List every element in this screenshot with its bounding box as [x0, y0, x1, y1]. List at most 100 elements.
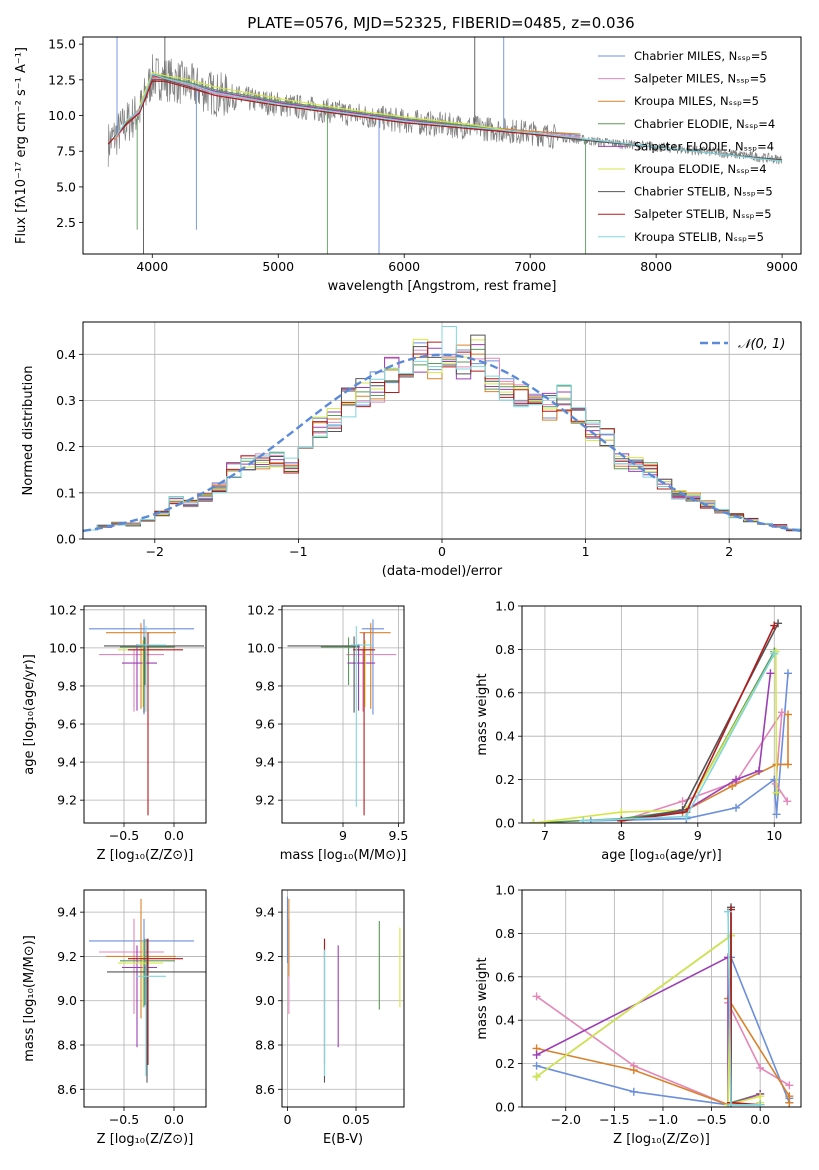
- y-axis-label: age [log₁₀(age/yr)]: [22, 654, 37, 775]
- x-tick-label: −1.5: [599, 1112, 629, 1127]
- y-tick-label: 9.2: [255, 793, 275, 808]
- x-tick-label: 5000: [262, 259, 294, 274]
- model-line: [139, 72, 506, 131]
- x-tick-label: −2: [146, 544, 164, 559]
- weight-point: [756, 1100, 765, 1107]
- y-tick-label: 0.0: [495, 1100, 515, 1115]
- x-tick-label: 0.0: [164, 1112, 184, 1127]
- x-axis-label: mass [log₁₀(M/M⊙)]: [280, 848, 407, 863]
- legend-label: Kroupa MILES, Nₛₛₚ=5: [634, 94, 759, 108]
- histogram-step: [83, 338, 801, 531]
- legend-label: Salpeter STELIB, Nₛₛₚ=5: [634, 207, 772, 221]
- axes-frame: [281, 889, 405, 1108]
- x-tick-label: 9: [694, 828, 702, 843]
- x-tick-label: 9.5: [389, 828, 409, 843]
- weight-line: [621, 711, 788, 822]
- weight-point: [785, 1098, 794, 1107]
- x-tick-label: 8000: [640, 259, 672, 274]
- histogram-step: [83, 325, 801, 531]
- y-tick-label: 9.0: [57, 993, 77, 1008]
- weight-point: [579, 816, 588, 823]
- y-tick-label: 0.6: [495, 685, 515, 700]
- x-axis-label: Z [log₁₀(Z/Z⊙)]: [613, 1132, 710, 1147]
- y-tick-label: 9.2: [57, 949, 77, 964]
- weight-point: [678, 797, 687, 806]
- y-axis-label: mass [log₁₀(M/M⊙)]: [22, 935, 37, 1062]
- x-tick-label: −2.0: [551, 1112, 581, 1127]
- weight-point: [728, 782, 737, 791]
- x-tick-label: −0.5: [109, 828, 139, 843]
- weight-point: [727, 1100, 736, 1107]
- x-tick-label: 9000: [766, 259, 798, 274]
- x-tick-label: 0.05: [342, 1112, 370, 1127]
- weight-point: [629, 1087, 638, 1096]
- legend-label: Salpeter ELODIE, Nₛₛₚ=4: [634, 139, 774, 153]
- y-tick-label: 0.8: [495, 642, 515, 657]
- weight-point: [770, 649, 779, 658]
- y-tick-label: 10.0: [49, 640, 77, 655]
- x-tick-label: 7: [541, 828, 549, 843]
- weight-point: [532, 1061, 541, 1070]
- y-tick-label: 10.0: [48, 108, 76, 123]
- figure-title: PLATE=0576, MJD=52325, FIBERID=0485, z=0…: [247, 14, 634, 32]
- panel-age-vs-mass: 9 9.5 9.2 9.4 9.6 9.8 10.0 10.2 mass [log₁₀(M/M⊙…: [247, 602, 408, 863]
- y-tick-label: 5.0: [56, 179, 76, 194]
- x-tick-label: 0: [438, 544, 446, 559]
- x-tick-label: 10: [766, 828, 782, 843]
- y-tick-label: 0.0: [56, 532, 76, 547]
- weight-line: [533, 648, 778, 823]
- y-tick-label: 0.4: [495, 1013, 515, 1028]
- x-axis-label: Z [log₁₀(Z/Z⊙)]: [97, 848, 194, 863]
- panel-residuals: −2 −1 0 1 2 0.0 0.1 0.2 0.3 0.4 (data-model)/error…: [21, 321, 802, 579]
- weight-point: [732, 775, 741, 784]
- weight-point: [732, 803, 741, 812]
- x-axis-label: age [log₁₀(age/yr)]: [601, 848, 722, 863]
- panel-age-vs-Z: −0.5 0.0 9.2 9.4 9.6 9.8 10.0 10.2 Z [log₁₀(Z/Z⊙…: [22, 602, 207, 863]
- legend: Chabrier MILES, Nₛₛₚ=5 Salpeter MILES, Nₛ…: [598, 49, 775, 244]
- weight-line: [730, 909, 761, 1106]
- weight-point: [785, 1081, 794, 1090]
- panel-weight-vs-Z: −2.0 −1.5 −1.0 −0.5 0.0 0.0 0.2 0.4 0.6 0.8 1.0 Z […: [475, 883, 802, 1147]
- axes-frame: [82, 36, 802, 255]
- y-tick-label: 10.2: [49, 602, 77, 617]
- plot-area: [107, 37, 783, 254]
- y-tick-label: 0.2: [495, 772, 515, 787]
- y-axis-label: mass weight: [475, 957, 490, 1039]
- y-tick-label: 9.2: [57, 793, 77, 808]
- model-line: [107, 80, 581, 145]
- y-tick-label: 9.6: [57, 717, 77, 732]
- y-tick-label: 9.8: [57, 678, 77, 693]
- plot-area: [89, 619, 204, 816]
- plot-area: [286, 896, 401, 1083]
- y-axis-label: Normed distribution: [21, 366, 36, 496]
- axes-frame: [521, 605, 802, 824]
- x-tick-label: 8: [617, 828, 625, 843]
- y-tick-label: 9.4: [57, 755, 77, 770]
- legend-label: Chabrier STELIB, Nₛₛₚ=5: [634, 185, 773, 199]
- weight-point: [532, 1072, 541, 1081]
- weight-line: [583, 653, 775, 822]
- axes-frame: [83, 605, 207, 824]
- weight-point: [784, 669, 793, 678]
- y-tick-label: 10.0: [247, 640, 275, 655]
- legend-label: Kroupa ELODIE, Nₛₛₚ=4: [634, 162, 767, 176]
- x-axis-label: E(B-V): [323, 1132, 363, 1147]
- x-tick-label: 9: [339, 828, 347, 843]
- y-tick-label: 0.8: [495, 926, 515, 941]
- y-tick-label: 0.0: [495, 816, 515, 831]
- panel-weight-vs-age: 7 8 9 10 0.0 0.2 0.4 0.6 0.8 1.0 age [log₁₀(age/yr…: [475, 599, 802, 863]
- y-tick-label: 8.8: [255, 1038, 275, 1053]
- x-tick-label: −1.0: [648, 1112, 678, 1127]
- panel-mass-vs-Z: −0.5 0.0 8.6 8.8 9.0 9.2 9.4 Z [log₁₀(Z/Z⊙)] mas…: [22, 889, 207, 1147]
- weight-point: [629, 1066, 638, 1075]
- y-tick-label: 0.3: [56, 393, 76, 408]
- x-tick-label: 6000: [388, 259, 420, 274]
- model-line: [139, 74, 506, 132]
- y-tick-label: 7.5: [56, 144, 76, 159]
- x-tick-label: 0: [284, 1112, 292, 1127]
- weight-point: [784, 760, 793, 769]
- plot-area: [83, 325, 801, 533]
- weight-line: [730, 907, 761, 1106]
- y-tick-label: 1.0: [495, 599, 515, 614]
